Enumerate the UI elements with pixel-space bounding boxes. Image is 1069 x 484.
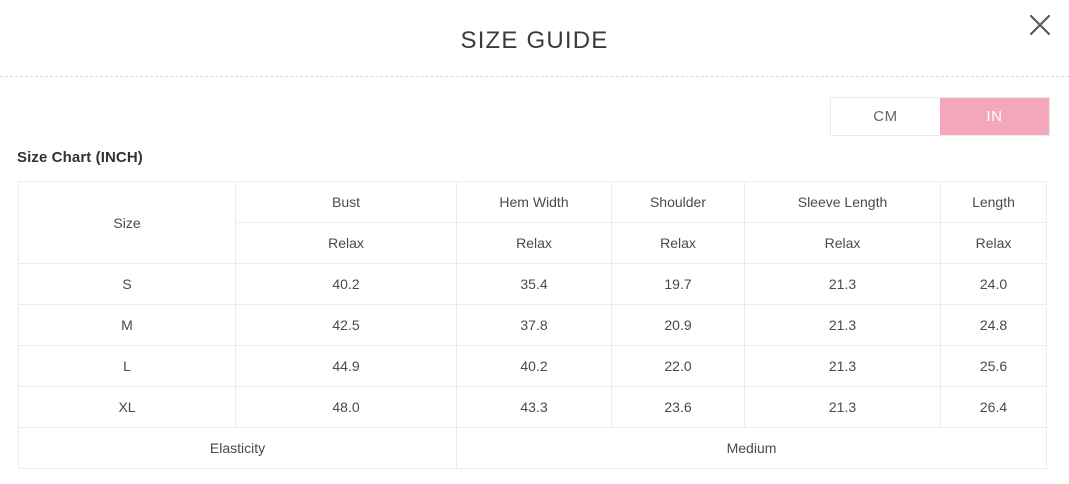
cell-length: 24.8 bbox=[940, 304, 1047, 346]
cell-shoulder: 20.9 bbox=[611, 304, 745, 346]
subheader-cell-length-fit: Relax bbox=[940, 222, 1047, 264]
cell-bust: 44.9 bbox=[235, 345, 457, 387]
cell-sleeve-length: 21.3 bbox=[744, 263, 941, 305]
cell-shoulder: 23.6 bbox=[611, 386, 745, 428]
subheader-cell-sleeve-length-fit: Relax bbox=[744, 222, 941, 264]
cell-bust: 42.5 bbox=[235, 304, 457, 346]
cell-size-label: M bbox=[18, 304, 236, 346]
cell-hem-width: 35.4 bbox=[456, 263, 612, 305]
header-cell-bust: Bust bbox=[235, 181, 457, 223]
header-cell-hem-width: Hem Width bbox=[456, 181, 612, 223]
close-icon bbox=[1027, 12, 1053, 38]
table-header-row-fit: Relax Relax Relax Relax Relax bbox=[19, 222, 1047, 264]
cell-length: 26.4 bbox=[940, 386, 1047, 428]
cell-size-label: L bbox=[18, 345, 236, 387]
cell-hem-width: 37.8 bbox=[456, 304, 612, 346]
cell-size-label: S bbox=[18, 263, 236, 305]
cell-bust: 40.2 bbox=[235, 263, 457, 305]
header-cell-size: Size bbox=[18, 181, 236, 264]
cell-shoulder: 22.0 bbox=[611, 345, 745, 387]
cell-sleeve-length: 21.3 bbox=[744, 345, 941, 387]
header-cell-shoulder: Shoulder bbox=[611, 181, 745, 223]
cell-length: 24.0 bbox=[940, 263, 1047, 305]
table-header-row-measure: Size Bust Hem Width Shoulder Sleeve Leng… bbox=[18, 181, 1047, 264]
cell-size-label: XL bbox=[18, 386, 236, 428]
table-row: XL 48.0 43.3 23.6 21.3 26.4 bbox=[18, 386, 1047, 428]
unit-option-in[interactable]: IN bbox=[940, 98, 1049, 135]
header-divider bbox=[0, 76, 1069, 77]
unit-toggle[interactable]: CM IN bbox=[830, 97, 1050, 136]
table-footer-row: Elasticity Medium bbox=[18, 427, 1047, 469]
cell-hem-width: 40.2 bbox=[456, 345, 612, 387]
footer-cell-elasticity-label: Elasticity bbox=[18, 427, 457, 469]
page-title: SIZE GUIDE bbox=[460, 27, 609, 54]
modal-header: SIZE GUIDE bbox=[0, 0, 1069, 76]
header-cell-sleeve-length: Sleeve Length bbox=[744, 181, 941, 223]
subheader-cell-hem-width-fit: Relax bbox=[456, 222, 612, 264]
size-chart-table: Size Bust Hem Width Shoulder Sleeve Leng… bbox=[18, 181, 1047, 469]
cell-sleeve-length: 21.3 bbox=[744, 304, 941, 346]
unit-toggle-container: CM IN bbox=[0, 77, 1069, 136]
size-table-container: Size Bust Hem Width Shoulder Sleeve Leng… bbox=[0, 166, 1069, 469]
table-row: L 44.9 40.2 22.0 21.3 25.6 bbox=[18, 345, 1047, 387]
table-row: M 42.5 37.8 20.9 21.3 24.8 bbox=[18, 304, 1047, 346]
footer-cell-elasticity-value: Medium bbox=[456, 427, 1047, 469]
table-row: S 40.2 35.4 19.7 21.3 24.0 bbox=[18, 263, 1047, 305]
close-button[interactable] bbox=[1023, 8, 1057, 42]
subheader-cell-bust-fit: Relax bbox=[235, 222, 457, 264]
cell-shoulder: 19.7 bbox=[611, 263, 745, 305]
size-chart-caption: Size Chart (INCH) bbox=[17, 149, 143, 166]
cell-bust: 48.0 bbox=[235, 386, 457, 428]
cell-sleeve-length: 21.3 bbox=[744, 386, 941, 428]
subheader-cell-shoulder-fit: Relax bbox=[611, 222, 745, 264]
unit-option-cm[interactable]: CM bbox=[831, 98, 940, 135]
cell-hem-width: 43.3 bbox=[456, 386, 612, 428]
cell-length: 25.6 bbox=[940, 345, 1047, 387]
header-cell-length: Length bbox=[940, 181, 1047, 223]
